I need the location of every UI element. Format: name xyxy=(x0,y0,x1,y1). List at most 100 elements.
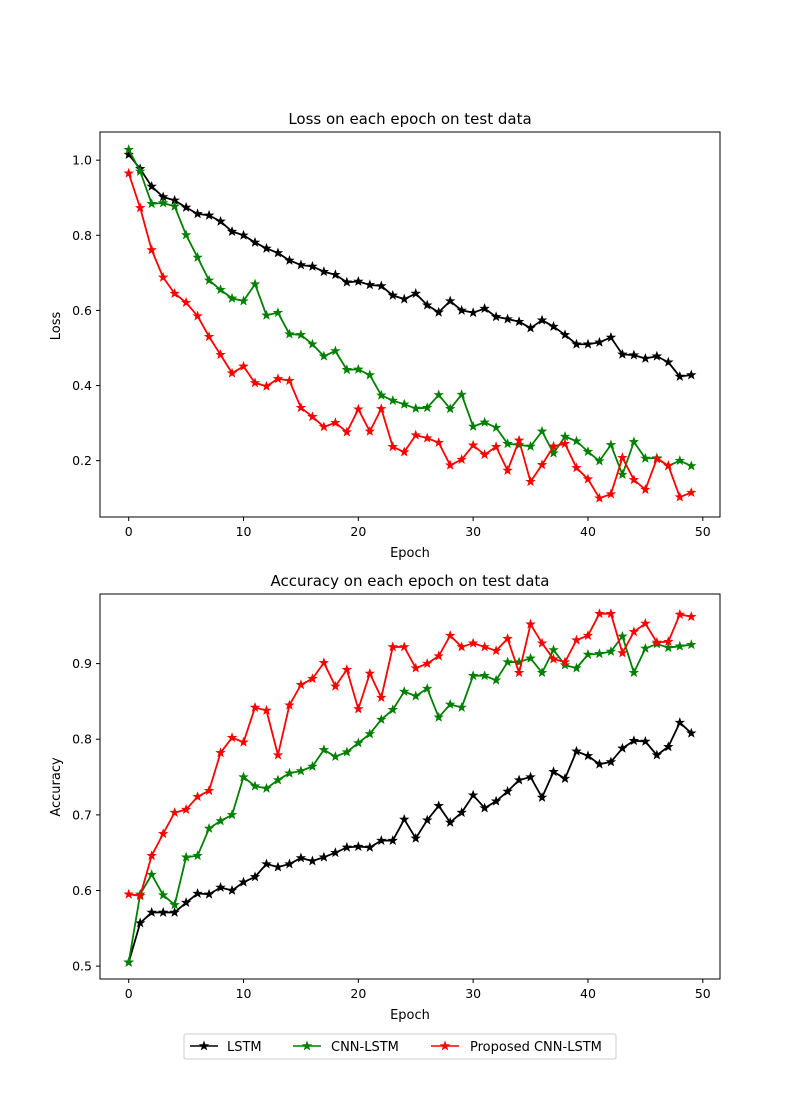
accuracy-point-proposed-cnn-lstm xyxy=(295,679,307,690)
loss-point-proposed-cnn-lstm xyxy=(663,460,674,470)
accuracy-point-lstm xyxy=(628,735,640,746)
loss-point-proposed-cnn-lstm xyxy=(295,402,307,413)
loss-point-cnn-lstm xyxy=(364,369,376,380)
loss-point-cnn-lstm xyxy=(387,395,398,405)
accuracy-point-cnn-lstm xyxy=(502,656,513,667)
accuracy-point-cnn-lstm xyxy=(559,659,571,670)
accuracy-x-tick-label: 50 xyxy=(695,986,711,1001)
loss-point-proposed-cnn-lstm xyxy=(582,473,594,484)
loss-point-cnn-lstm xyxy=(444,403,456,414)
loss-plot-frame xyxy=(99,131,721,518)
loss-point-cnn-lstm xyxy=(594,455,605,466)
loss-point-proposed-cnn-lstm xyxy=(548,440,559,451)
accuracy-point-lstm xyxy=(272,861,284,872)
accuracy-point-lstm xyxy=(433,800,444,811)
loss-point-lstm xyxy=(444,295,456,306)
accuracy-point-cnn-lstm xyxy=(284,767,295,778)
loss-point-proposed-cnn-lstm xyxy=(123,167,134,178)
loss-point-cnn-lstm xyxy=(353,363,364,374)
loss-point-cnn-lstm xyxy=(536,425,548,436)
loss-point-cnn-lstm xyxy=(582,446,594,457)
accuracy-point-lstm xyxy=(134,917,146,928)
accuracy-y-tick-label: 0.6 xyxy=(72,883,92,898)
accuracy-point-cnn-lstm xyxy=(490,674,502,685)
loss-point-lstm xyxy=(433,306,444,317)
loss-y-tick-label: 0.2 xyxy=(72,453,92,468)
accuracy-point-cnn-lstm xyxy=(663,642,674,653)
accuracy-point-lstm xyxy=(307,855,318,866)
loss-chart-y-axis-label: Loss xyxy=(49,312,64,341)
loss-point-proposed-cnn-lstm xyxy=(169,288,180,298)
accuracy-point-lstm xyxy=(490,795,502,806)
accuracy-y-tick-label: 0.7 xyxy=(72,807,92,822)
loss-point-cnn-lstm xyxy=(640,452,651,463)
accuracy-point-lstm xyxy=(215,882,226,892)
loss-point-lstm xyxy=(617,348,628,359)
loss-point-cnn-lstm xyxy=(123,144,134,155)
accuracy-point-proposed-cnn-lstm xyxy=(376,692,387,703)
accuracy-point-lstm xyxy=(456,807,467,818)
loss-x-tick-label: 40 xyxy=(580,524,596,539)
loss-point-lstm xyxy=(295,259,307,270)
loss-point-cnn-lstm xyxy=(399,398,410,409)
accuracy-point-lstm xyxy=(536,791,548,802)
accuracy-plot-frame xyxy=(99,593,721,980)
accuracy-point-proposed-cnn-lstm xyxy=(353,703,364,714)
loss-point-proposed-cnn-lstm xyxy=(272,373,284,384)
loss-point-proposed-cnn-lstm xyxy=(502,464,513,475)
accuracy-point-lstm xyxy=(525,771,536,782)
loss-point-lstm xyxy=(341,276,353,287)
legend-label-cnn-lstm: CNN-LSTM xyxy=(331,1040,399,1055)
accuracy-point-lstm xyxy=(594,758,605,769)
accuracy-point-proposed-cnn-lstm xyxy=(192,791,203,802)
loss-point-proposed-cnn-lstm xyxy=(640,484,651,495)
loss-point-lstm xyxy=(284,254,295,265)
accuracy-point-lstm xyxy=(203,888,215,899)
loss-point-lstm xyxy=(180,202,192,212)
loss-point-cnn-lstm xyxy=(318,350,330,361)
loss-point-proposed-cnn-lstm xyxy=(467,439,479,450)
accuracy-point-proposed-cnn-lstm xyxy=(571,634,582,645)
loss-point-cnn-lstm xyxy=(479,416,490,427)
accuracy-point-cnn-lstm xyxy=(157,889,169,900)
accuracy-point-proposed-cnn-lstm xyxy=(548,653,559,664)
loss-point-proposed-cnn-lstm xyxy=(387,441,398,452)
loss-y-tick-label: 0.4 xyxy=(72,378,92,393)
loss-point-proposed-cnn-lstm xyxy=(261,380,272,391)
accuracy-point-lstm xyxy=(467,789,479,800)
accuracy-point-proposed-cnn-lstm xyxy=(318,657,330,668)
accuracy-point-cnn-lstm xyxy=(433,711,444,722)
accuracy-point-proposed-cnn-lstm xyxy=(422,658,433,669)
loss-point-lstm xyxy=(663,356,674,367)
accuracy-point-cnn-lstm xyxy=(376,714,387,724)
loss-point-proposed-cnn-lstm xyxy=(226,367,238,378)
loss-point-lstm xyxy=(364,279,376,290)
accuracy-point-lstm xyxy=(249,871,261,882)
accuracy-point-cnn-lstm xyxy=(238,771,249,782)
accuracy-point-cnn-lstm xyxy=(456,701,467,712)
accuracy-point-lstm xyxy=(422,814,433,825)
loss-point-cnn-lstm xyxy=(605,439,617,450)
accuracy-point-proposed-cnn-lstm xyxy=(272,749,284,760)
loss-point-proposed-cnn-lstm xyxy=(238,360,249,371)
loss-point-cnn-lstm xyxy=(686,460,697,471)
accuracy-point-cnn-lstm xyxy=(444,698,456,709)
loss-point-lstm xyxy=(490,311,502,322)
accuracy-point-lstm xyxy=(295,852,307,863)
accuracy-point-cnn-lstm xyxy=(364,728,376,739)
accuracy-point-proposed-cnn-lstm xyxy=(387,641,398,652)
loss-point-proposed-cnn-lstm xyxy=(399,446,410,457)
accuracy-point-cnn-lstm xyxy=(123,956,134,967)
loss-point-cnn-lstm xyxy=(272,307,284,318)
accuracy-point-cnn-lstm xyxy=(192,850,203,861)
loss-point-proposed-cnn-lstm xyxy=(353,403,364,414)
loss-point-lstm xyxy=(410,288,421,298)
loss-point-lstm xyxy=(272,247,284,258)
accuracy-point-proposed-cnn-lstm xyxy=(226,732,238,743)
loss-chart-title: Loss on each epoch on test data xyxy=(288,110,531,128)
accuracy-point-lstm xyxy=(284,858,295,869)
loss-point-lstm xyxy=(249,236,261,247)
loss-point-proposed-cnn-lstm xyxy=(628,474,640,485)
loss-point-cnn-lstm xyxy=(490,422,502,433)
loss-point-cnn-lstm xyxy=(467,421,479,431)
